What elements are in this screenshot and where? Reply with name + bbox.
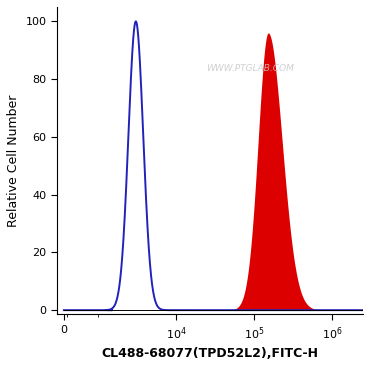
Y-axis label: Relative Cell Number: Relative Cell Number bbox=[7, 95, 20, 227]
Text: WWW.PTGLAB.COM: WWW.PTGLAB.COM bbox=[206, 64, 294, 73]
X-axis label: CL488-68077(TPD52L2),FITC-H: CL488-68077(TPD52L2),FITC-H bbox=[101, 347, 319, 360]
